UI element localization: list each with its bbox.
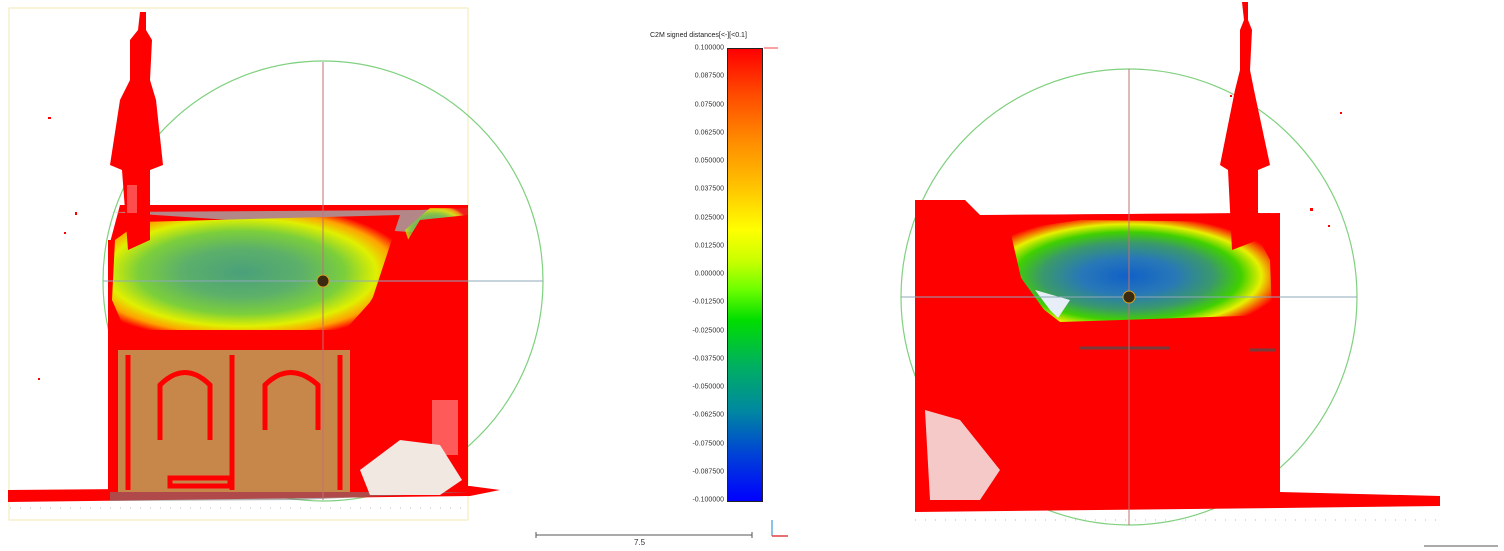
color-scale-tick-label: 0.075000 — [694, 101, 724, 108]
color-scale-tick-label: -0.025000 — [692, 327, 724, 334]
bell-tower — [1220, 2, 1270, 250]
viewport-left[interactable] — [0, 0, 560, 551]
facade-openings — [125, 355, 343, 490]
color-scale-tick-label: 0.025000 — [694, 214, 724, 221]
length-scale-bar — [535, 532, 753, 538]
occluded-area — [360, 440, 462, 495]
tower-window — [127, 185, 137, 213]
ground-points — [915, 492, 1440, 512]
color-scale-tick-label: 0.012500 — [694, 242, 724, 250]
color-scale-tick-label: -0.012500 — [692, 298, 724, 306]
color-scale-panel: C2M signed distances[<-][<0.1] 0.100000 0… — [640, 30, 790, 510]
length-scale-label: 7.5 — [634, 538, 646, 547]
viewport-right[interactable] — [880, 0, 1504, 551]
color-scale-tick-label: 0.050000 — [694, 157, 724, 165]
color-scale-tick-label: 0.087500 — [694, 72, 724, 80]
color-scale-tick-label: 0.000000 — [694, 270, 724, 278]
pivot-point-icon[interactable] — [1122, 290, 1136, 304]
occluded-area — [925, 410, 1000, 500]
point-cloud-right — [900, 2, 1440, 526]
color-scale-gradient — [727, 48, 763, 502]
scale-marker-icon — [764, 47, 778, 49]
color-scale-tick-label: -0.075000 — [692, 440, 724, 447]
color-scale-tick-label: -0.062500 — [692, 411, 724, 419]
color-scale-tick-label: 0.062500 — [694, 129, 724, 137]
stray-points — [1230, 95, 1342, 227]
length-scale: 7.5 — [534, 530, 754, 550]
bell-tower — [110, 12, 163, 250]
color-scale-tick-label: -0.050000 — [692, 383, 724, 391]
pivot-point-icon[interactable] — [316, 274, 330, 288]
point-cloud-left — [8, 7, 544, 521]
stray-points — [38, 117, 77, 380]
color-scale-tick-label: -0.087500 — [692, 468, 724, 476]
color-scale-tick-label: -0.100000 — [692, 496, 724, 504]
gable-wall — [350, 215, 468, 340]
color-scale-title: C2M signed distances[<-][<0.1] — [650, 32, 747, 39]
color-scale-ticks: 0.100000 0.087500 0.075000 0.062500 0.050000… — [640, 44, 724, 504]
gable-wall — [915, 200, 1055, 340]
color-scale-tick-label: -0.037500 — [692, 355, 724, 363]
roof-deviation-map — [112, 215, 400, 330]
axis-gizmo-icon — [771, 520, 788, 537]
color-scale-tick-label: 0.037500 — [694, 185, 724, 193]
color-scale-tick-label: 0.100000 — [694, 44, 724, 52]
length-scale-right — [1424, 545, 1498, 547]
